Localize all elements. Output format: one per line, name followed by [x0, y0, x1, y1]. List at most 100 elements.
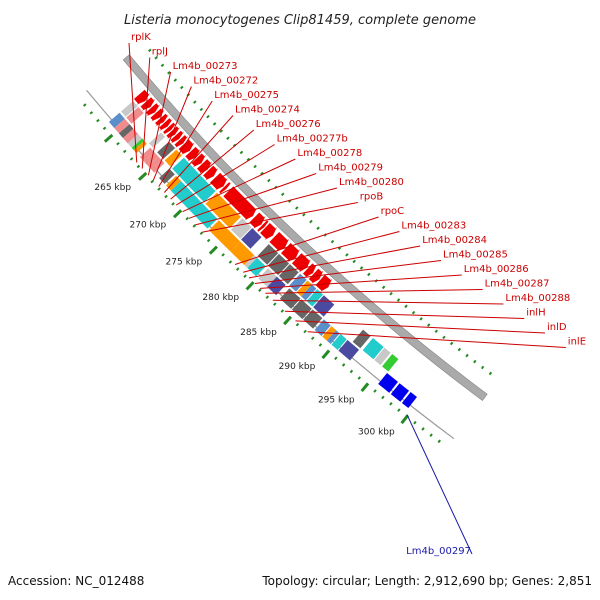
inner-feature-block — [121, 100, 138, 117]
inner-feature-block — [257, 244, 279, 265]
cds-arrow — [223, 186, 258, 221]
gene-label-leader — [234, 216, 379, 265]
inner-feature-block — [352, 329, 371, 349]
cds-arrow — [257, 219, 270, 233]
scale-tick-minor — [421, 427, 425, 431]
map-title: Listeria monocytogenes Clip81459, comple… — [124, 13, 476, 28]
scale-tick-label: 280 kbp — [202, 293, 239, 303]
scale-tick-minor — [334, 356, 338, 361]
gene-label: rpoB — [360, 192, 384, 203]
gene-label: Lm4b_00278 — [297, 148, 362, 159]
gene-label-leader — [202, 202, 358, 233]
outer-feature-block — [267, 276, 286, 296]
scale-tick-inner — [246, 157, 251, 162]
scale-tick-minor — [221, 253, 225, 257]
gene-label: Lm4b_00280 — [339, 177, 404, 188]
gene-label: Lm4b_00288 — [505, 293, 570, 304]
outer-feature-block — [148, 156, 162, 170]
outer-feature-block — [378, 373, 399, 393]
scale-tick-minor — [199, 231, 204, 235]
scale-tick-inner — [473, 359, 477, 364]
scale-tick-inner — [212, 122, 217, 126]
scale-tick-inner — [396, 298, 401, 302]
gene-label-leader — [163, 115, 234, 193]
scale-tick-inner — [148, 48, 152, 53]
scale-tick-minor — [122, 149, 127, 154]
scale-tick-minor — [206, 238, 211, 243]
scale-tick-inner — [449, 341, 454, 346]
scale-tick-minor — [265, 295, 270, 299]
scale-tick-label: 275 kbp — [166, 257, 203, 267]
scale-tick-inner — [199, 107, 204, 112]
cds-arrow — [174, 135, 189, 148]
outer-feature-block — [151, 160, 165, 173]
cds-arrow — [134, 89, 151, 105]
gene-label-leader — [265, 289, 483, 294]
gene-label-leader — [243, 231, 400, 273]
scale-tick-major — [283, 315, 293, 326]
scale-tick-inner — [381, 285, 386, 290]
scale-tick-minor — [437, 439, 441, 444]
scale-tick-minor — [280, 309, 285, 313]
scale-tick-minor — [389, 401, 393, 406]
inner-feature-block — [267, 253, 290, 276]
scale-tick-minor — [89, 111, 94, 115]
inner-feature-block — [306, 289, 324, 307]
scale-tick-inner — [330, 239, 335, 244]
scale-tick-inner — [345, 253, 349, 257]
scale-tick-inner — [367, 272, 371, 277]
scale-tick-minor — [96, 118, 100, 123]
scale-tick-inner — [253, 164, 257, 169]
gene-label: Lm4b_00287 — [485, 279, 550, 290]
scale-tick-major — [321, 349, 331, 360]
scale-tick-minor — [310, 336, 315, 341]
cds-arrow — [210, 172, 228, 191]
inner-feature-block — [289, 273, 307, 292]
scale-tick-label: 290 kbp — [279, 362, 316, 372]
inner-feature-block — [362, 337, 384, 360]
scale-tick-minor — [318, 343, 323, 347]
gene-label: Lm4b_00286 — [464, 264, 529, 275]
genome-summary-text: Topology: circular; Length: 2,912,690 bp… — [261, 574, 592, 588]
gene-label: Lm4b_00273 — [173, 61, 238, 72]
scale-tick-major — [360, 382, 370, 393]
scale-tick-minor — [295, 322, 300, 327]
cds-arrow-track — [134, 89, 333, 292]
inner-feature-block — [157, 141, 176, 159]
scale-tick-minor — [150, 179, 154, 184]
outer-feature-block — [247, 257, 266, 277]
cds-arrow — [191, 153, 206, 168]
scale-tick-inner — [404, 304, 408, 309]
gene-label: Lm4b_00272 — [193, 76, 258, 87]
gene-label: rplK — [131, 32, 151, 43]
scale-tick-minor — [228, 260, 233, 264]
cds-arrow — [281, 242, 300, 263]
gene-label: inlH — [526, 308, 545, 319]
scale-tick-minor — [357, 376, 361, 380]
gene-label-leader — [176, 144, 275, 206]
outer-feature-block — [114, 118, 130, 134]
outer-feature-block — [230, 241, 255, 266]
gene-label-leader — [152, 86, 192, 181]
inner-feature-block — [126, 107, 144, 124]
scale-tick-minor — [258, 288, 262, 292]
gene-label: Lm4b_00274 — [235, 105, 300, 116]
outer-feature-block — [118, 124, 134, 138]
gene-label: Lm4b_00283 — [401, 221, 466, 232]
scale-tick-minor — [82, 103, 87, 107]
scale-tick-minor — [429, 433, 433, 437]
scale-tick-minor — [303, 329, 307, 334]
gene-label-leader — [141, 57, 151, 169]
gene-label: Lm4b_00275 — [214, 90, 279, 101]
scale-tick-major — [208, 245, 218, 255]
scale-tick-inner — [173, 78, 178, 82]
outer-feature-block — [291, 299, 312, 320]
scale-tick-minor — [373, 389, 377, 393]
scale-tick-inner — [337, 246, 342, 251]
gene-label-leader — [170, 129, 255, 200]
scale-tick-minor — [273, 302, 277, 306]
scale-tick-inner — [419, 317, 423, 321]
scale-tick-minor — [102, 126, 107, 131]
scale-tick-label: 300 kbp — [358, 427, 395, 437]
